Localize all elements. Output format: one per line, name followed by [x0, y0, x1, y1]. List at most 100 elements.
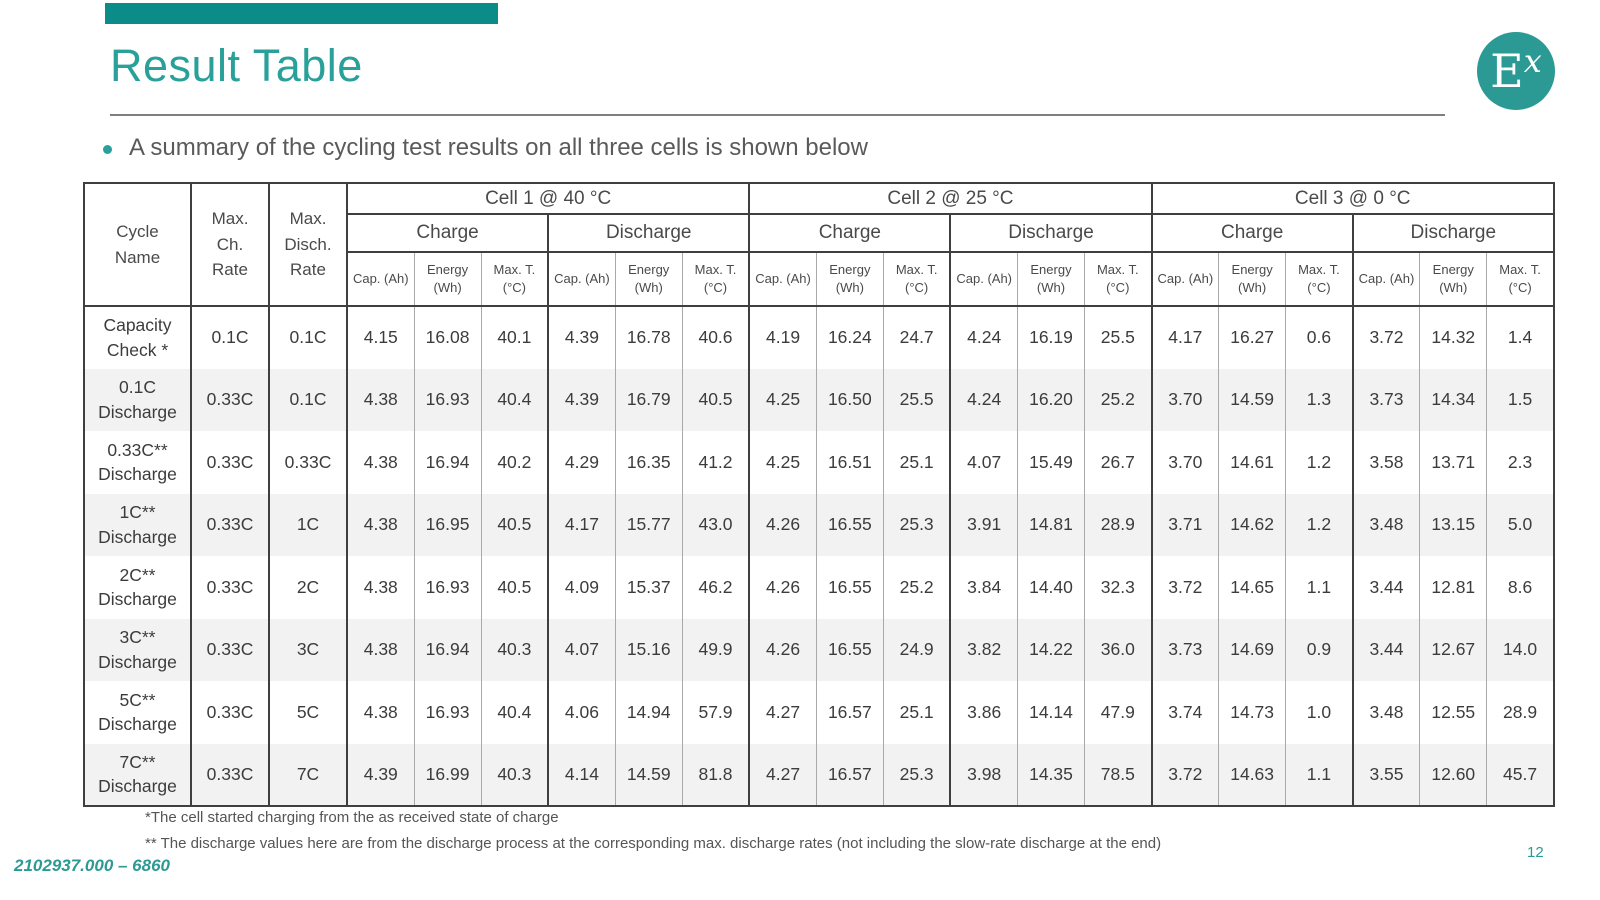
value-cell: 16.50 [815, 368, 884, 431]
value-cell: 4.09 [547, 556, 616, 619]
header-cell-2: Cell 2 @ 25 °C [748, 183, 1152, 215]
title-divider [110, 114, 1445, 116]
header-subgroup: Discharge [949, 214, 1152, 253]
cycle-name-cell: 5C** Discharge [98, 689, 177, 735]
value-cell: 16.55 [815, 556, 884, 619]
company-logo: E x [1477, 32, 1555, 110]
value-cell: 40.6 [681, 306, 750, 369]
value-cell: 14.40 [1016, 556, 1085, 619]
value-cell: 14.73 [1218, 681, 1286, 744]
value-cell: 3.58 [1351, 431, 1420, 494]
cycle-name-cell: 2C** Discharge [98, 564, 177, 610]
value-cell: 12.67 [1419, 618, 1487, 681]
value-cell: 5.0 [1486, 493, 1554, 556]
max-discharge-rate-cell: 0.33C [268, 431, 347, 494]
header-subgroup: Charge [1150, 214, 1353, 253]
value-cell: 1.0 [1285, 681, 1353, 744]
value-cell: 16.79 [614, 368, 683, 431]
value-cell: 3.73 [1351, 368, 1420, 431]
value-cell: 25.3 [882, 493, 951, 556]
max-discharge-rate-cell: 2C [268, 556, 347, 619]
value-cell: 4.39 [345, 743, 415, 806]
header-metric: Max. T. (°C) [882, 252, 951, 307]
max-charge-rate-cell: 0.33C [190, 556, 269, 619]
value-cell: 15.77 [614, 493, 683, 556]
value-cell: 3.86 [949, 681, 1018, 744]
logo-letter-e: E [1490, 44, 1524, 98]
cycle-name-cell: 0.33C** Discharge [98, 439, 177, 485]
value-cell: 14.63 [1218, 743, 1286, 806]
header-max-discharge-rate: Max. Disch. Rate [268, 183, 347, 307]
table-row: 5C** Discharge 0.33C 5C 4.38 16.93 40.4 4.06 14… [84, 681, 1554, 744]
value-cell: 3.84 [949, 556, 1018, 619]
bullet-item: A summary of the cycling test results on… [103, 134, 868, 162]
table-row: 7C** Discharge 0.33C 7C 4.39 16.99 40.3 4.14 14… [84, 743, 1554, 806]
value-cell: 40.5 [480, 493, 549, 556]
value-cell: 28.9 [1486, 681, 1554, 744]
value-cell: 12.55 [1419, 681, 1487, 744]
value-cell: 46.2 [681, 556, 750, 619]
header-metric: Energy (Wh) [1016, 252, 1085, 307]
value-cell: 25.1 [882, 431, 951, 494]
value-cell: 4.38 [345, 368, 415, 431]
header-subgroup: Discharge [547, 214, 750, 253]
value-cell: 4.14 [547, 743, 616, 806]
table-row: 3C** Discharge 0.33C 3C 4.38 16.94 40.3 4.07 15… [84, 618, 1554, 681]
value-cell: 13.15 [1419, 493, 1487, 556]
value-cell: 4.19 [748, 306, 817, 369]
value-cell: 3.48 [1351, 493, 1420, 556]
value-cell: 16.57 [815, 743, 884, 806]
value-cell: 78.5 [1084, 743, 1152, 806]
document-id: 2102937.000 – 6860 [14, 856, 170, 875]
value-cell: 16.94 [413, 431, 482, 494]
value-cell: 3.55 [1351, 743, 1420, 806]
max-charge-rate-cell: 0.33C [190, 618, 269, 681]
value-cell: 40.5 [480, 556, 549, 619]
value-cell: 4.26 [748, 556, 817, 619]
value-cell: 3.72 [1351, 306, 1420, 369]
max-discharge-rate-cell: 0.1C [268, 368, 347, 431]
value-cell: 14.35 [1016, 743, 1085, 806]
value-cell: 3.82 [949, 618, 1018, 681]
max-charge-rate-cell: 0.33C [190, 493, 269, 556]
value-cell: 3.70 [1150, 368, 1219, 431]
header-metric: Energy (Wh) [614, 252, 683, 307]
value-cell: 4.26 [748, 493, 817, 556]
value-cell: 1.1 [1285, 743, 1353, 806]
value-cell: 15.16 [614, 618, 683, 681]
value-cell: 24.7 [882, 306, 951, 369]
value-cell: 2.3 [1486, 431, 1554, 494]
value-cell: 16.20 [1016, 368, 1085, 431]
footnote-capacity-check: *The cell started charging from the as r… [145, 809, 559, 826]
value-cell: 15.37 [614, 556, 683, 619]
value-cell: 0.9 [1285, 618, 1353, 681]
header-metric: Cap. (Ah) [748, 252, 817, 307]
value-cell: 14.62 [1218, 493, 1286, 556]
value-cell: 14.81 [1016, 493, 1085, 556]
value-cell: 47.9 [1084, 681, 1152, 744]
accent-bar [105, 3, 498, 24]
table-row: 1C** Discharge 0.33C 1C 4.38 16.95 40.5 4.17 15… [84, 493, 1554, 556]
header-metric: Max. T. (°C) [1486, 252, 1554, 307]
value-cell: 25.3 [882, 743, 951, 806]
value-cell: 14.22 [1016, 618, 1085, 681]
max-discharge-rate-cell: 7C [268, 743, 347, 806]
header-metric: Cap. (Ah) [1150, 252, 1219, 307]
table-body: Capacity Check * 0.1C 0.1C 4.15 16.08 40.1 4.3… [84, 306, 1554, 806]
value-cell: 16.19 [1016, 306, 1085, 369]
value-cell: 4.38 [345, 493, 415, 556]
value-cell: 41.2 [681, 431, 750, 494]
value-cell: 4.29 [547, 431, 616, 494]
value-cell: 4.25 [748, 368, 817, 431]
cycle-name-cell: 1C** Discharge [98, 502, 177, 547]
value-cell: 16.95 [413, 493, 482, 556]
value-cell: 3.44 [1351, 618, 1420, 681]
value-cell: 4.15 [345, 306, 415, 369]
value-cell: 1.2 [1285, 493, 1353, 556]
max-charge-rate-cell: 0.33C [190, 743, 269, 806]
value-cell: 40.3 [480, 618, 549, 681]
header-subgroup: Discharge [1351, 214, 1554, 253]
value-cell: 40.1 [480, 306, 549, 369]
value-cell: 16.55 [815, 493, 884, 556]
value-cell: 4.07 [949, 431, 1018, 494]
